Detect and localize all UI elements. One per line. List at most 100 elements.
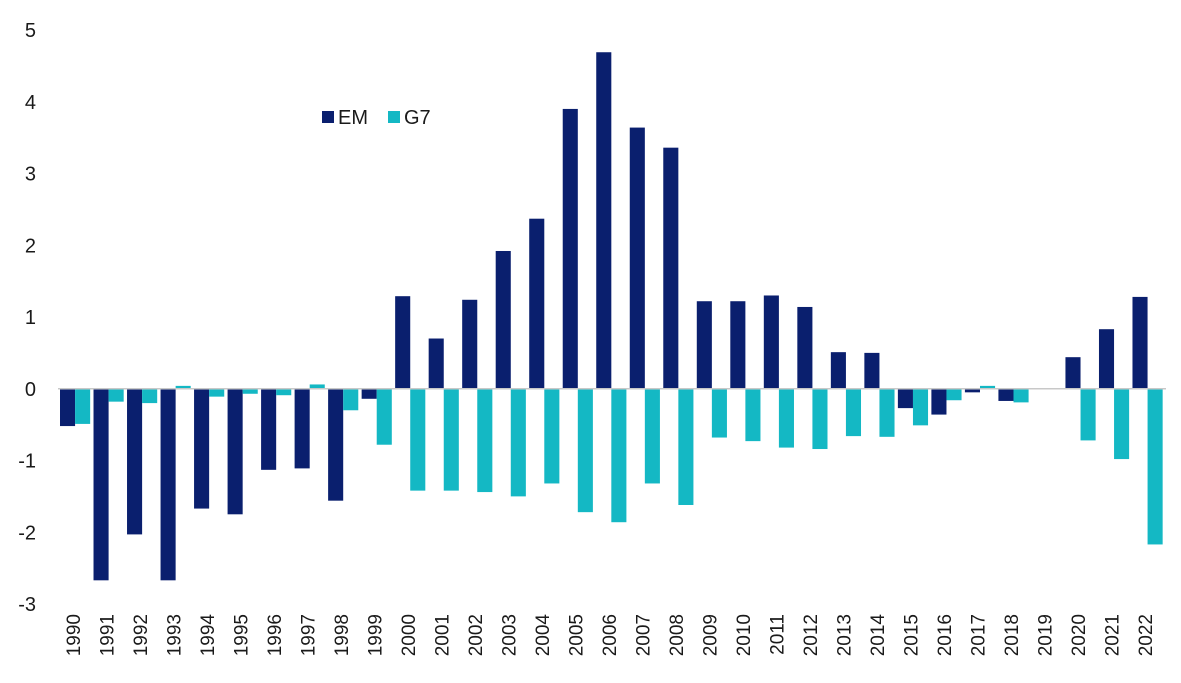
bar-em-2017 <box>964 388 980 393</box>
bar-em-2021 <box>1098 329 1115 389</box>
bar-g7-1995 <box>242 388 258 394</box>
x-tick-label: 2017 <box>969 614 990 656</box>
bar-em-2000 <box>395 296 411 389</box>
y-tick-label: -3 <box>18 594 36 616</box>
bar-em-1995 <box>227 388 243 515</box>
bar-em-2008 <box>663 147 679 389</box>
y-tick-label: 2 <box>25 235 36 257</box>
x-tick-label: 2010 <box>734 614 755 656</box>
x-tick-label: 1991 <box>97 614 118 656</box>
bar-g7-2007 <box>644 388 660 484</box>
bar-g7-1994 <box>209 388 225 397</box>
bar-g7-2004 <box>544 388 560 484</box>
bar-g7-1992 <box>142 388 158 404</box>
x-axis-ticks: 1990 1991 1992 1993 1994 1995 1996 1997 1998 1999… <box>64 614 1157 657</box>
bar-g7-2001 <box>443 388 459 491</box>
bar-g7-2006 <box>611 388 627 523</box>
y-axis-ticks: 5 4 3 2 1 0 -1 -2 -3 <box>18 20 36 616</box>
y-tick-label: 4 <box>25 92 36 114</box>
bar-em-1997 <box>294 388 310 469</box>
bar-em-1993 <box>160 388 176 581</box>
x-tick-label: 2009 <box>701 614 722 656</box>
bar-em-2012 <box>797 306 813 389</box>
bar-em-1998 <box>328 388 344 501</box>
y-tick-label: -2 <box>18 522 36 544</box>
chart-bars <box>60 52 1163 581</box>
bar-em-2003 <box>495 250 511 389</box>
legend: EM G7 <box>322 107 431 129</box>
bar-g7-2012 <box>812 388 828 450</box>
bar-g7-1997 <box>309 384 325 389</box>
x-tick-label: 1997 <box>298 614 319 656</box>
bar-g7-2022 <box>1147 388 1163 545</box>
bar-g7-2002 <box>477 388 493 493</box>
bar-em-2018 <box>998 388 1014 401</box>
x-tick-label: 2002 <box>466 614 487 656</box>
bar-g7-2013 <box>845 388 862 437</box>
x-tick-label: 2000 <box>399 614 420 656</box>
bar-em-2014 <box>864 352 880 389</box>
x-tick-label: 1990 <box>64 614 85 656</box>
x-tick-label: 2008 <box>667 614 688 656</box>
bar-em-2011 <box>763 295 779 389</box>
legend-label-g7: G7 <box>404 107 431 129</box>
legend-swatch-em <box>322 111 334 123</box>
bar-g7-2008 <box>678 388 694 505</box>
bar-em-2013 <box>830 352 846 389</box>
bar-g7-2021 <box>1114 388 1130 460</box>
x-tick-label: 2018 <box>1002 614 1023 656</box>
bar-g7-2009 <box>711 388 727 438</box>
x-tick-label: 2001 <box>432 614 453 656</box>
bar-em-2020 <box>1065 357 1081 389</box>
bar-em-1994 <box>194 388 210 509</box>
y-tick-label: 5 <box>25 20 36 42</box>
bar-em-2022 <box>1132 296 1148 389</box>
bar-em-2009 <box>696 301 712 389</box>
x-tick-label: 1999 <box>365 614 386 656</box>
bar-g7-2000 <box>410 388 426 491</box>
bar-g7-2014 <box>879 388 895 437</box>
bar-g7-2020 <box>1080 388 1096 441</box>
y-tick-label: 0 <box>25 379 36 401</box>
y-tick-label: -1 <box>18 451 36 473</box>
bar-em-2006 <box>596 52 612 389</box>
bar-em-2007 <box>629 127 645 389</box>
x-tick-label: 1993 <box>164 614 185 656</box>
x-tick-label: 2016 <box>935 614 956 656</box>
legend-swatch-g7 <box>388 111 400 123</box>
bar-em-1992 <box>127 388 143 535</box>
bar-g7-2018 <box>1013 388 1029 403</box>
y-tick-label: 1 <box>25 307 36 329</box>
x-tick-label: 2011 <box>768 614 789 655</box>
bar-em-2016 <box>931 388 947 415</box>
bar-g7-2017 <box>979 385 996 389</box>
bar-em-2015 <box>897 388 913 409</box>
x-tick-label: 2020 <box>1069 614 1090 656</box>
x-tick-label: 2005 <box>566 614 587 656</box>
bar-g7-1996 <box>276 388 292 396</box>
bar-em-1991 <box>93 388 109 581</box>
bar-g7-1990 <box>75 388 91 424</box>
bar-em-2002 <box>462 299 478 389</box>
bar-g7-2010 <box>745 388 761 442</box>
bar-g7-2005 <box>577 388 593 513</box>
x-tick-label: 2003 <box>499 614 520 656</box>
bar-em-1999 <box>361 388 377 399</box>
bar-g7-1999 <box>376 388 392 445</box>
x-tick-label: 2012 <box>801 614 822 656</box>
x-tick-label: 1994 <box>198 614 219 657</box>
bar-g7-2003 <box>510 388 526 497</box>
bar-em-2001 <box>428 338 444 389</box>
bar-g7-2015 <box>912 388 929 426</box>
x-tick-label: 2007 <box>634 614 655 656</box>
x-tick-label: 2014 <box>868 614 889 657</box>
bar-em-1990 <box>60 388 76 427</box>
x-tick-label: 1996 <box>265 614 286 656</box>
bar-em-2010 <box>730 301 746 389</box>
x-tick-label: 2019 <box>1036 614 1057 656</box>
y-tick-label: 3 <box>25 164 36 186</box>
bar-g7-1998 <box>343 388 359 411</box>
x-tick-label: 2004 <box>533 614 554 657</box>
bar-em-1996 <box>261 388 277 470</box>
